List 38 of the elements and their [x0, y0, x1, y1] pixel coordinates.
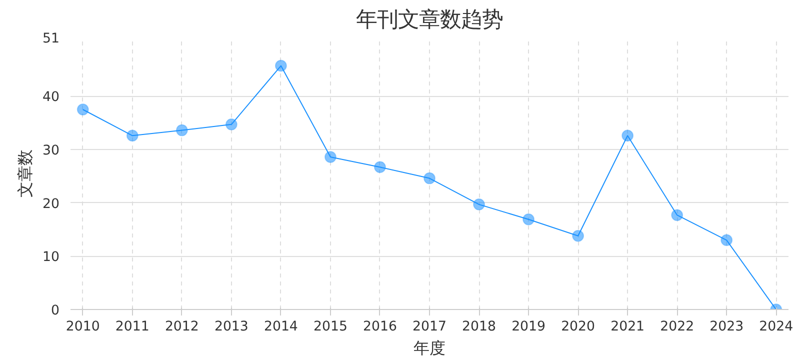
- point: [424, 172, 436, 184]
- point: [126, 130, 138, 142]
- y-tick-label: 40: [42, 90, 60, 106]
- point: [473, 198, 486, 210]
- y-tick-label: 0: [51, 304, 60, 318]
- point: [324, 150, 336, 163]
- point: [720, 234, 733, 246]
- x-tick-label: 2018: [462, 320, 496, 334]
- x-tick-label: 2014: [264, 320, 298, 334]
- x-axis-title: 年度: [414, 338, 446, 358]
- y-tick-label: 10: [42, 250, 60, 266]
- chart-title: 年刊文章数趋势: [356, 8, 503, 32]
- point: [522, 213, 535, 226]
- point: [572, 230, 584, 242]
- point: [374, 161, 386, 174]
- x-tick-label: 2019: [512, 320, 546, 334]
- x-tick-label: 2024: [759, 320, 794, 334]
- x-tick-label: 2016: [363, 320, 397, 334]
- x-tick-label: 2020: [561, 320, 596, 334]
- x-tick-label: 2017: [412, 320, 446, 334]
- x-tick-label: 2023: [710, 320, 744, 334]
- x-tick-label: 2011: [115, 320, 150, 334]
- x-tick-label: 2015: [314, 320, 348, 334]
- x-tick-label: 2013: [214, 320, 248, 334]
- y-axis-title: 文章数: [16, 150, 35, 198]
- x-tick-label: 2010: [66, 320, 100, 334]
- x-tick-label: 2022: [660, 320, 694, 334]
- point: [176, 124, 188, 136]
- x-tick-label: 2021: [610, 320, 645, 334]
- y-tick-label: 20: [42, 196, 60, 212]
- y-tick-label: 51: [42, 32, 60, 46]
- point: [671, 209, 684, 222]
- point: [76, 104, 89, 116]
- y-tick-label: 30: [42, 144, 60, 158]
- point: [225, 118, 238, 130]
- x-tick-label: 2012: [164, 320, 199, 334]
- point: [274, 60, 287, 72]
- point: [622, 130, 634, 142]
